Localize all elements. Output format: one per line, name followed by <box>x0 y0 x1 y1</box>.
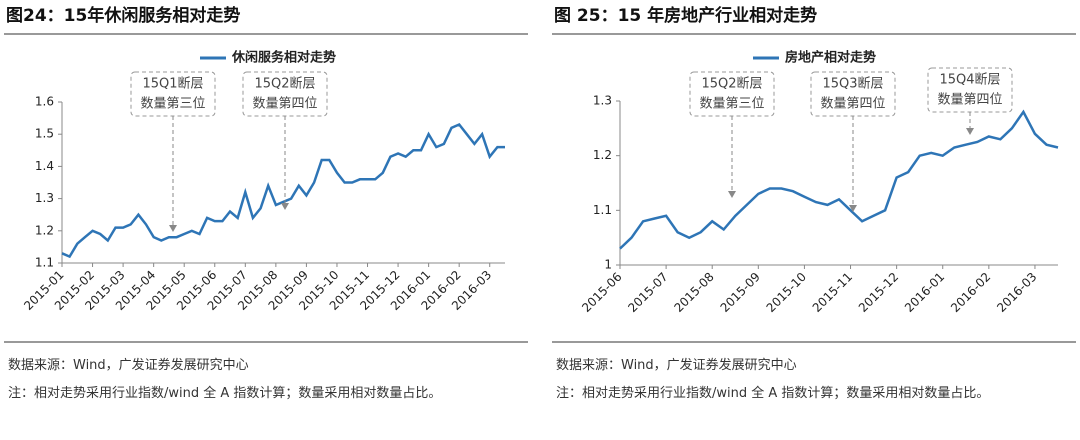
y-tick-label: 1.1 <box>35 256 54 270</box>
annotation-arrowhead <box>849 205 857 212</box>
x-tick-label: 2015-06 <box>579 270 624 315</box>
source: 数据来源：Wind，广发证券发展研究中心 <box>556 358 797 373</box>
annotation-text: 15Q3断层 <box>822 77 883 92</box>
annotation-arrowhead <box>169 225 177 232</box>
annotation-text: 15Q2断层 <box>701 77 762 92</box>
annotation-arrowhead <box>966 128 974 135</box>
x-tick-label: 2015-12 <box>856 270 901 315</box>
y-tick-label: 1.3 <box>593 94 612 108</box>
annotation-text: 15Q1断层 <box>142 77 203 92</box>
chart: 图24：15年休闲服务相对走势1.11.21.31.41.51.62015-01… <box>4 5 528 343</box>
x-tick-label: 2016-02 <box>948 270 993 315</box>
annotation-arrowhead <box>281 203 289 210</box>
annotation-text: 数量第四位 <box>252 97 317 112</box>
annotation-text: 15Q4断层 <box>939 73 1000 88</box>
annotation-text: 数量第四位 <box>820 97 885 112</box>
note: 注：相对走势采用行业指数/wind 全 A 指数计算；数量采用相对数量占比。 <box>556 386 990 401</box>
legend-label: 房地产相对走势 <box>785 50 876 66</box>
y-tick-label: 1 <box>604 258 612 272</box>
y-tick-label: 1.4 <box>35 159 54 173</box>
legend-label: 休闲服务相对走势 <box>231 50 336 66</box>
chart-title: 图24：15年休闲服务相对走势 <box>6 5 240 26</box>
x-tick-label: 2015-09 <box>718 270 763 315</box>
series-line <box>61 122 505 259</box>
x-tick-label: 2016-01 <box>902 270 947 315</box>
y-tick-label: 1.2 <box>593 148 612 162</box>
y-tick-label: 1.3 <box>35 191 54 205</box>
x-tick-label: 2015-08 <box>671 270 716 315</box>
annotation-text: 数量第三位 <box>140 97 205 112</box>
x-tick-label: 2015-11 <box>810 270 855 315</box>
annotation-text: 15Q2断层 <box>254 77 315 92</box>
x-tick-label: 2015-07 <box>625 270 670 315</box>
chart-panel: 图 25：15 年房地产行业相对走势 1 1.1 1.2 1.3 2015-06 2015-… <box>548 0 1078 440</box>
source: 数据来源：Wind，广发证券发展研究中心 <box>8 358 249 373</box>
series-line <box>619 109 1059 250</box>
y-tick-label: 1.5 <box>35 127 54 141</box>
x-tick-label: 2016-03 <box>994 270 1039 315</box>
annotation-text: 数量第三位 <box>699 97 764 112</box>
annotation-arrowhead <box>728 191 736 198</box>
x-tick-label: 2015-10 <box>764 270 809 315</box>
y-tick-label: 1.6 <box>35 95 54 109</box>
chart-title: 图 25：15 年房地产行业相对走势 <box>554 5 817 26</box>
annotation-text: 数量第四位 <box>937 93 1002 108</box>
chart-panel: 图24：15年休闲服务相对走势 1.1 1.2 1.3 1.4 1.5 1.6 2015-01… <box>0 0 530 440</box>
note: 注：相对走势采用行业指数/wind 全 A 指数计算；数量采用相对数量占比。 <box>8 386 442 401</box>
y-tick-label: 1.2 <box>35 223 54 237</box>
y-tick-label: 1.1 <box>593 203 612 217</box>
